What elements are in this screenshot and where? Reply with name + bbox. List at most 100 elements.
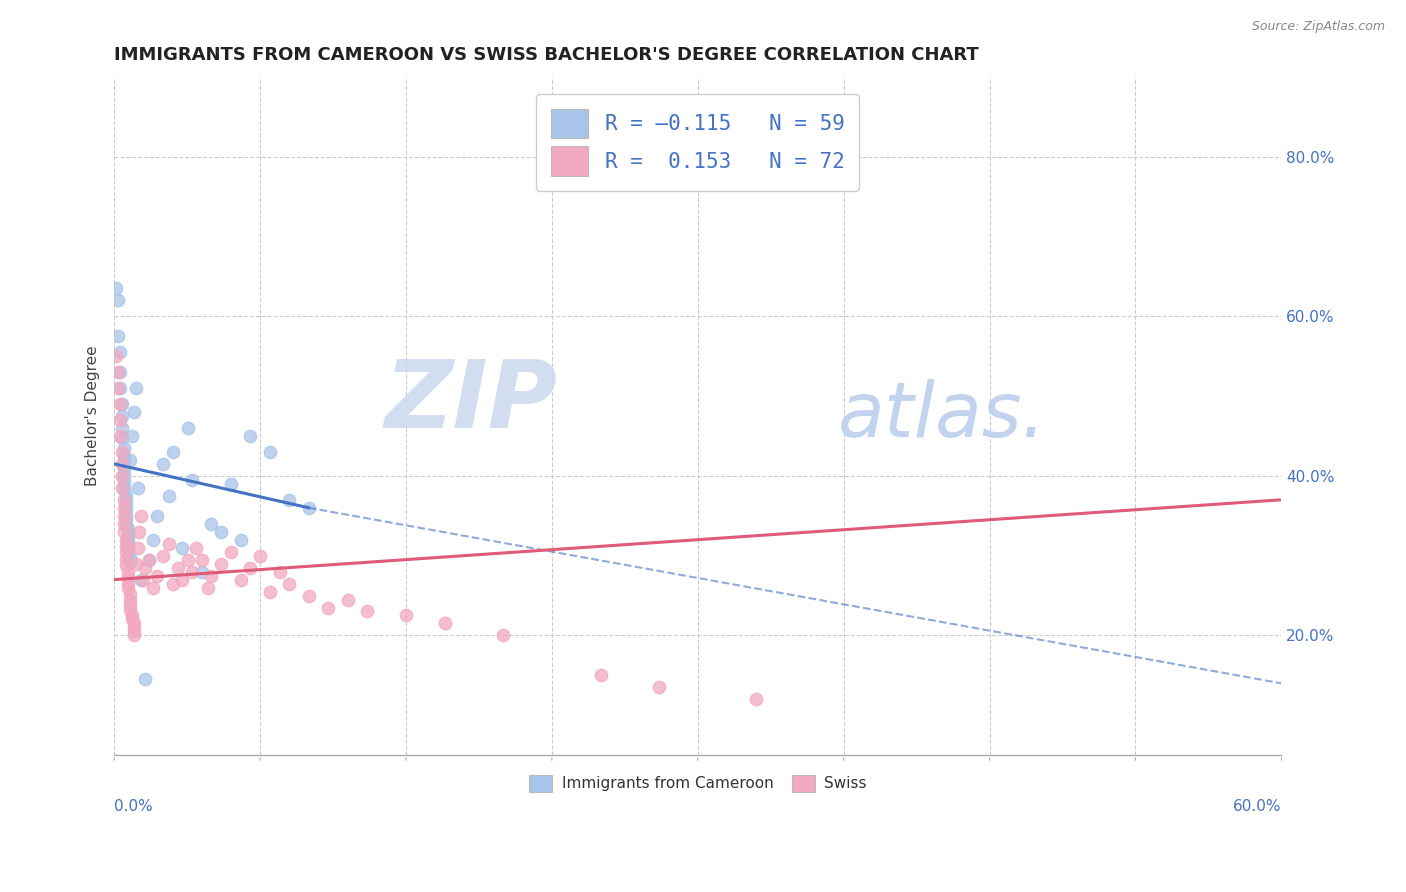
- Point: [117, 543, 139, 558]
- Point: [115, 508, 138, 522]
- Point: [107, 365, 129, 379]
- Point: [118, 551, 141, 566]
- Point: [134, 673, 156, 687]
- Point: [117, 539, 139, 553]
- Point: [115, 499, 138, 513]
- Point: [298, 500, 321, 515]
- Point: [142, 581, 165, 595]
- Point: [589, 668, 612, 682]
- Point: [108, 397, 131, 411]
- Point: [122, 616, 145, 631]
- Point: [115, 539, 138, 553]
- Point: [124, 557, 146, 571]
- Point: [177, 552, 200, 566]
- Point: [111, 421, 134, 435]
- Point: [152, 457, 174, 471]
- Point: [111, 468, 134, 483]
- Point: [115, 492, 138, 507]
- Text: 0.0%: 0.0%: [114, 799, 153, 814]
- Point: [128, 524, 150, 539]
- Point: [122, 405, 145, 419]
- Point: [127, 481, 149, 495]
- Point: [117, 570, 139, 584]
- Point: [172, 541, 194, 555]
- Point: [157, 536, 180, 550]
- Point: [112, 478, 135, 492]
- Point: [316, 600, 339, 615]
- Point: [131, 508, 153, 523]
- Point: [117, 522, 139, 536]
- Point: [112, 461, 135, 475]
- Point: [117, 527, 139, 541]
- Point: [115, 517, 138, 532]
- Point: [157, 489, 180, 503]
- Point: [122, 620, 145, 634]
- Point: [209, 524, 232, 539]
- Point: [115, 513, 138, 527]
- Point: [115, 551, 138, 566]
- Y-axis label: Bachelor's Degree: Bachelor's Degree: [86, 346, 100, 486]
- Point: [115, 488, 138, 502]
- Point: [229, 533, 252, 547]
- Point: [115, 558, 138, 573]
- Point: [105, 349, 128, 363]
- Point: [112, 500, 135, 515]
- Point: [118, 587, 141, 601]
- Point: [111, 481, 134, 495]
- Point: [298, 589, 321, 603]
- Point: [134, 560, 156, 574]
- Point: [111, 409, 134, 423]
- Point: [239, 560, 262, 574]
- Point: [142, 533, 165, 547]
- Point: [122, 628, 145, 642]
- Point: [112, 516, 135, 531]
- Point: [181, 473, 204, 487]
- Point: [111, 445, 134, 459]
- Point: [107, 381, 129, 395]
- Point: [167, 560, 190, 574]
- Point: [112, 449, 135, 463]
- Point: [648, 681, 671, 695]
- Point: [146, 508, 169, 523]
- Point: [190, 552, 212, 566]
- Point: [249, 549, 271, 563]
- Point: [172, 573, 194, 587]
- Point: [278, 576, 301, 591]
- Point: [108, 345, 131, 359]
- Point: [124, 381, 146, 395]
- Point: [190, 565, 212, 579]
- Point: [118, 603, 141, 617]
- Point: [356, 605, 378, 619]
- Point: [162, 445, 184, 459]
- Point: [138, 552, 160, 566]
- Point: [115, 503, 138, 517]
- Point: [108, 381, 131, 395]
- Point: [395, 608, 418, 623]
- Point: [115, 533, 138, 547]
- Point: [111, 397, 134, 411]
- Point: [200, 568, 222, 582]
- Point: [229, 573, 252, 587]
- Point: [107, 293, 129, 308]
- Text: atlas.: atlas.: [838, 379, 1046, 453]
- Point: [181, 565, 204, 579]
- Text: ZIP: ZIP: [385, 357, 558, 449]
- Point: [117, 582, 139, 596]
- Point: [112, 441, 135, 455]
- Point: [112, 454, 135, 468]
- Point: [132, 573, 155, 587]
- Point: [121, 607, 143, 622]
- Point: [269, 565, 291, 579]
- Point: [162, 576, 184, 591]
- Point: [259, 445, 281, 459]
- Point: [138, 552, 160, 566]
- Legend: Immigrants from Cameroon, Swiss: Immigrants from Cameroon, Swiss: [523, 769, 872, 798]
- Point: [108, 429, 131, 443]
- Point: [121, 612, 143, 626]
- Point: [184, 541, 207, 555]
- Point: [219, 476, 242, 491]
- Point: [336, 592, 359, 607]
- Point: [118, 555, 141, 569]
- Point: [239, 429, 262, 443]
- Point: [111, 457, 134, 471]
